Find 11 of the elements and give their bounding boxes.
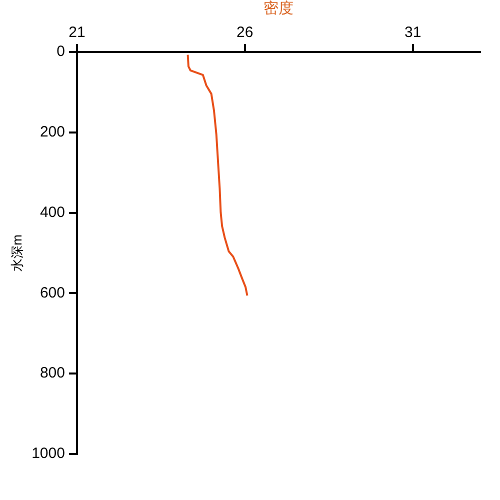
- y-tick-label: 1000: [32, 445, 65, 462]
- x-tick-label: 21: [68, 24, 86, 42]
- y-tick-label: 400: [40, 204, 65, 221]
- y-tick-label: 200: [40, 124, 65, 141]
- y-tick-label: 800: [40, 364, 65, 382]
- x-axis-title: 密度: [263, 0, 294, 18]
- y-axis-title: 水深m: [9, 234, 24, 272]
- y-tick-label: 0: [56, 43, 65, 60]
- y-tick-label: 600: [40, 284, 65, 302]
- x-tick-label: 31: [404, 24, 422, 42]
- x-tick-label: 26: [236, 24, 254, 42]
